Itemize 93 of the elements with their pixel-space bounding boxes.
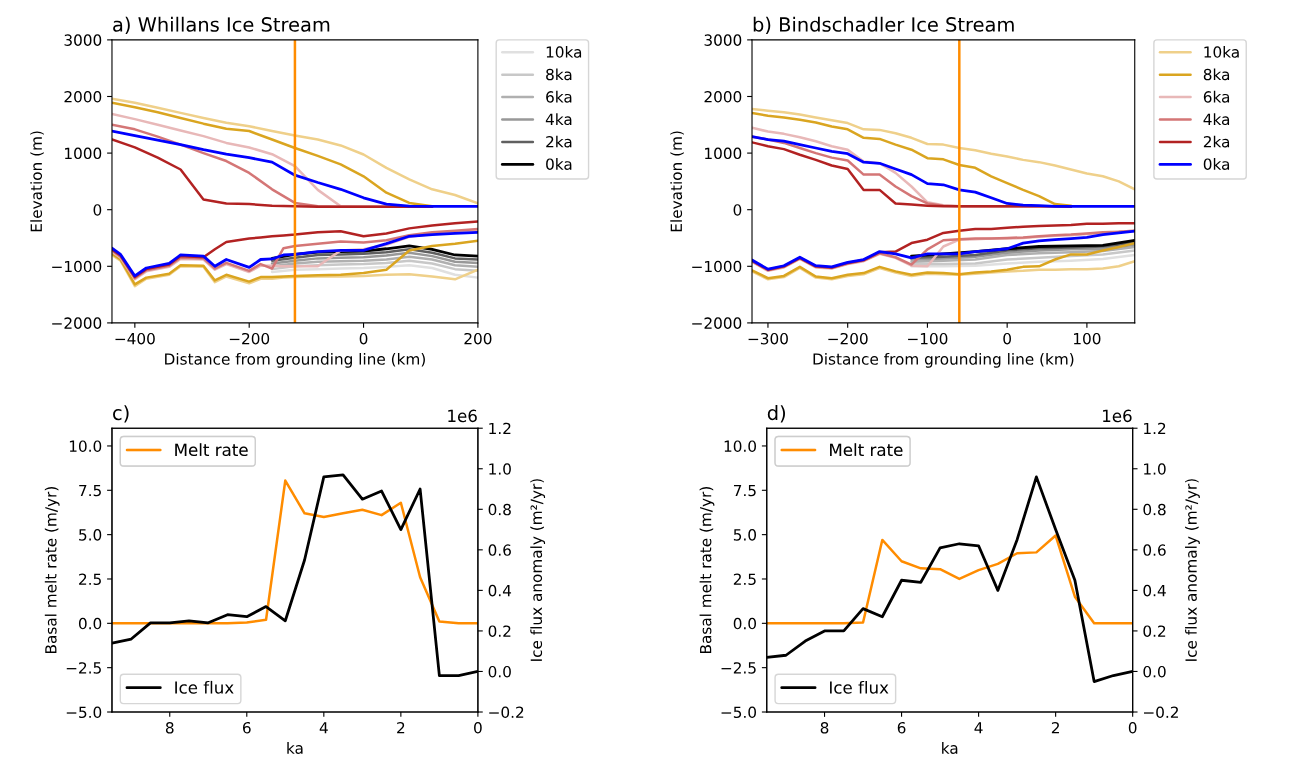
x-tick-label: −300 <box>748 332 788 345</box>
y2-tick-label: 1.2 <box>1144 422 1166 435</box>
y-tick-label: 0.0 <box>78 617 102 630</box>
x-tick-label: 6 <box>242 722 251 734</box>
y2-tick-label: 1.2 <box>489 422 511 435</box>
x-tick-label: −200 <box>828 332 868 345</box>
y-tick-label: −5.0 <box>721 706 757 719</box>
legend-label: 2ka <box>546 135 572 148</box>
x-tick-label: 200 <box>464 332 492 345</box>
x-axis-title: Distance from grounding line (km) <box>813 352 1074 368</box>
x-axis-title: Distance from grounding line (km) <box>165 352 425 368</box>
legend-label: 0ka <box>1203 158 1230 170</box>
x-tick-label: 4 <box>974 722 983 734</box>
y2-tick-label: 0.0 <box>1143 665 1166 678</box>
x-tick-label: 0 <box>359 332 368 345</box>
y-tick-label: 10.0 <box>69 440 102 452</box>
legend-label: Melt rate <box>830 443 903 457</box>
text: 1e6 <box>1103 409 1132 423</box>
y2-tick-label: 1.0 <box>489 463 511 475</box>
y-tick-label: 2000 <box>704 90 742 103</box>
legend-label: 4ka <box>545 113 572 126</box>
y-tick-label: −2.5 <box>721 662 756 674</box>
y-axis-title: Basal melt rate (m/yr) <box>699 487 715 654</box>
x-tick-label: 4 <box>319 722 328 734</box>
y-tick-label: 7.5 <box>733 484 756 497</box>
y2-tick-label: 0.4 <box>488 584 512 597</box>
chart-title: b) Bindschadler Ice Stream <box>753 16 1014 35</box>
legend-label: 6ka <box>1203 90 1230 103</box>
y2-axis-title: Ice flux anomaly (m²/yr) <box>530 479 546 661</box>
x-tick-label: 0 <box>474 722 482 734</box>
y-tick-label: 2.5 <box>79 573 101 585</box>
legend-label: 10ka <box>1204 46 1239 58</box>
y-axis-title: Elevation (m) <box>30 131 44 232</box>
legend-label: Ice flux <box>175 680 234 694</box>
x-tick-label: 8 <box>820 722 829 734</box>
legend-label: 8ka <box>1203 68 1230 81</box>
x-tick-label: 2 <box>397 722 405 734</box>
legend-label: 8ka <box>546 68 572 81</box>
y-tick-label: 0 <box>93 204 102 216</box>
legend-label: Ice flux <box>830 680 889 694</box>
y-tick-label: −2000 <box>52 317 102 329</box>
y-tick-label: 5.0 <box>79 529 102 541</box>
y-axis-title: Elevation (m) <box>670 131 684 232</box>
x-tick-label: 8 <box>165 722 174 734</box>
y-tick-label: 0 <box>733 204 742 216</box>
y-tick-label: 2000 <box>64 90 102 103</box>
y2-tick-label: 1.0 <box>1144 463 1166 475</box>
legend-label: 0ka <box>546 158 572 170</box>
y-tick-label: 5.0 <box>733 529 757 541</box>
legend-label: 4ka <box>1203 113 1230 126</box>
chart-title: a) Whillans Ice Stream <box>113 16 330 35</box>
y-tick-label: 1000 <box>65 147 102 160</box>
x-tick-label: 0 <box>1003 332 1012 345</box>
x-axis-title: ka <box>287 742 303 754</box>
y2-axis-title: Ice flux anomaly (m²/yr) <box>1185 479 1200 661</box>
chart-title: c) <box>113 405 129 423</box>
y2-tick-label: 0.6 <box>488 544 511 556</box>
x-tick-label: 0 <box>1128 722 1137 734</box>
legend-label: 10ka <box>546 46 582 58</box>
chart-title: d) <box>767 405 786 423</box>
y-tick-label: 3000 <box>64 34 102 46</box>
y2-tick-label: 0.8 <box>1143 503 1166 516</box>
y2-tick-label: 0.8 <box>488 503 511 516</box>
legend-label: 2ka <box>1203 135 1230 148</box>
y2-tick-label: −0.2 <box>1144 706 1178 719</box>
y-tick-label: 0.0 <box>733 617 757 630</box>
y2-tick-label: 0.4 <box>1143 584 1166 597</box>
x-axis-title: ka <box>942 742 958 754</box>
legend-label: 6ka <box>546 90 572 103</box>
y-axis-title: Basal melt rate (m/yr) <box>44 487 60 654</box>
y-tick-label: 3000 <box>704 34 742 46</box>
y2-tick-label: 0.6 <box>1143 544 1166 556</box>
y2-tick-label: −0.2 <box>489 706 524 719</box>
y-tick-label: −1000 <box>692 260 742 273</box>
y-tick-label: 2.5 <box>733 573 756 585</box>
y2-tick-label: 0.0 <box>488 665 511 678</box>
legend-label: Melt rate <box>175 443 248 457</box>
x-tick-label: 2 <box>1051 722 1059 734</box>
x-tick-label: −100 <box>908 332 948 345</box>
x-tick-label: 6 <box>897 722 906 734</box>
text: 1e6 <box>448 409 477 423</box>
x-tick-label: 100 <box>1073 332 1101 345</box>
y2-tick-label: 0.2 <box>1143 625 1166 637</box>
x-tick-label: −200 <box>229 332 270 345</box>
y2-tick-label: 0.2 <box>488 625 511 637</box>
x-tick-label: −400 <box>115 332 155 345</box>
y-tick-label: 1000 <box>705 147 742 160</box>
y-tick-label: 10.0 <box>724 440 757 452</box>
y-tick-label: 7.5 <box>79 484 101 497</box>
y-tick-label: −2000 <box>692 317 742 329</box>
y-tick-label: −1000 <box>52 260 102 273</box>
y-tick-label: −5.0 <box>66 706 102 719</box>
y-tick-label: −2.5 <box>66 662 101 674</box>
